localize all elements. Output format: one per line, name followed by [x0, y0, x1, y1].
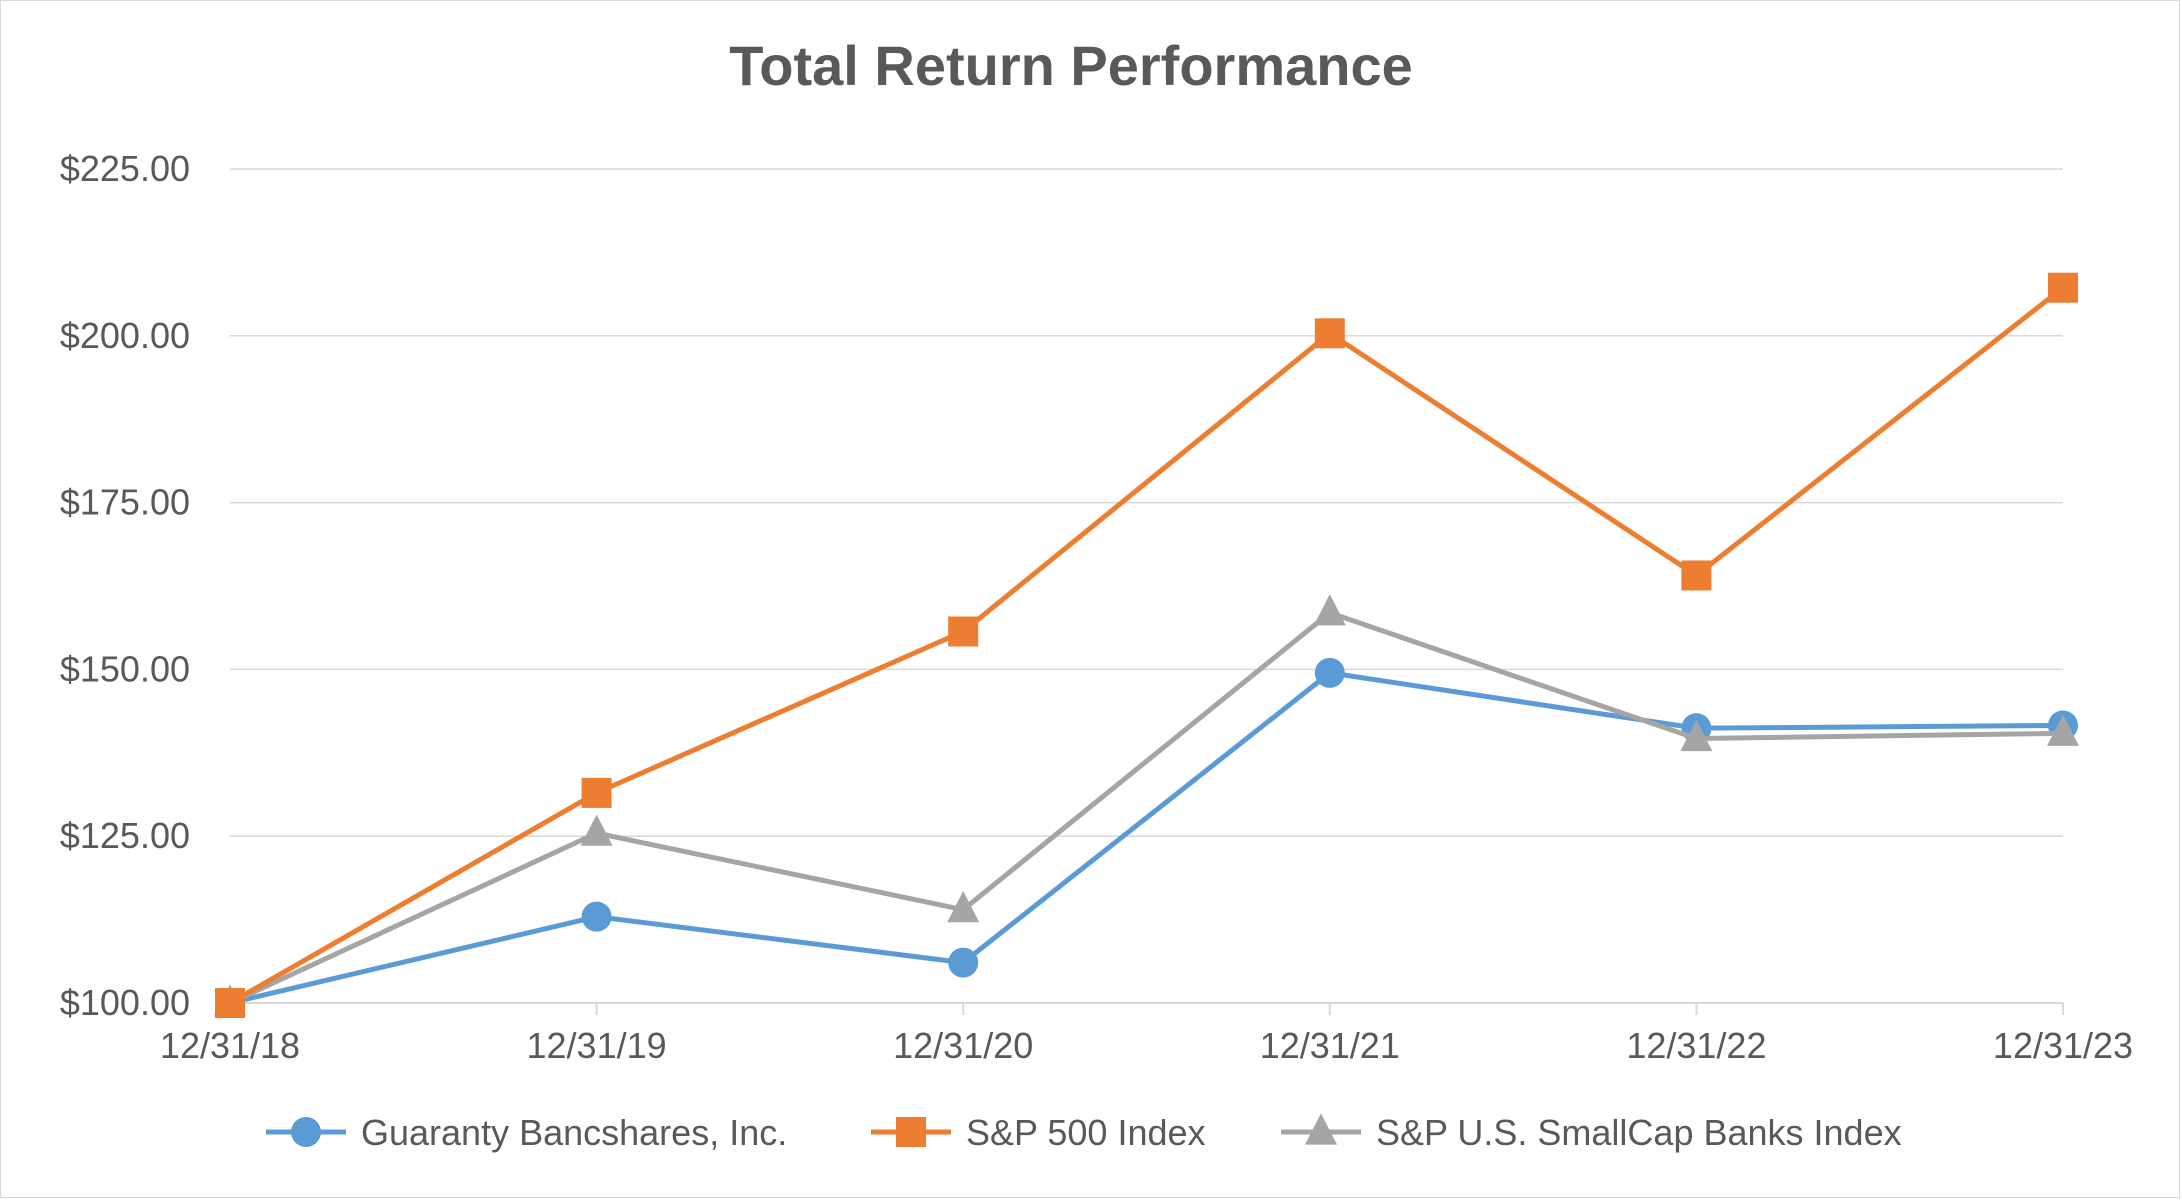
data-point-square: [215, 988, 245, 1018]
y-tick-label: $125.00: [60, 815, 190, 856]
data-point-square: [948, 616, 979, 647]
series-lines: [214, 272, 2079, 1018]
data-point-circle: [581, 901, 612, 932]
series-2: [214, 594, 2079, 1016]
x-axis: 12/31/18 12/31/19 12/31/20 12/31/21 12/31/22…: [160, 1002, 2133, 1066]
legend-label: S&P U.S. SmallCap Banks Index: [1376, 1112, 1902, 1153]
series-line: [227, 610, 2066, 1006]
legend-entry: S&P U.S. SmallCap Banks Index: [1281, 1112, 1902, 1153]
legend-marker-circle: [291, 1117, 321, 1147]
legend-entry: S&P 500 Index: [871, 1112, 1206, 1153]
data-point-circle: [948, 947, 979, 978]
data-point-square: [581, 777, 612, 808]
data-point-triangle: [1313, 594, 1346, 626]
data-point-triangle: [947, 891, 980, 923]
data-point-circle: [1314, 657, 1345, 688]
data-point-square: [1314, 318, 1345, 349]
data-point-triangle: [580, 814, 613, 846]
data-point-square: [1681, 560, 1712, 591]
series-1: [215, 272, 2078, 1018]
y-tick-label: $150.00: [60, 648, 190, 689]
y-tick-label: $225.00: [60, 148, 190, 189]
legend: Guaranty Bancshares, Inc. S&P 500 Index S&…: [266, 1112, 1902, 1153]
series-0: [215, 657, 2078, 1018]
y-axis-ticks: $100.00 $125.00 $150.00 $175.00 $200.00 $225.…: [60, 148, 190, 1023]
x-tick-label: 12/31/21: [1260, 1025, 1400, 1066]
gridlines: [230, 168, 2063, 837]
legend-marker-square: [896, 1117, 926, 1147]
x-tick-label: 12/31/20: [893, 1025, 1033, 1066]
data-point-triangle: [2047, 714, 2079, 746]
y-tick-label: $200.00: [60, 315, 190, 356]
x-tick-label: 12/31/19: [527, 1025, 667, 1066]
y-tick-label: $100.00: [60, 982, 190, 1023]
x-tick-label: 12/31/23: [1993, 1025, 2133, 1066]
series-line: [227, 285, 2066, 1006]
x-tick-label: 12/31/22: [1626, 1025, 1766, 1066]
data-point-triangle: [1680, 719, 1713, 752]
data-point-square: [2048, 272, 2078, 303]
chart-title: Total Return Performance: [729, 34, 1413, 97]
legend-marker-triangle: [1305, 1113, 1337, 1145]
x-tick-label: 12/31/18: [160, 1025, 300, 1066]
legend-entry: Guaranty Bancshares, Inc.: [266, 1112, 787, 1153]
series-line: [227, 670, 2066, 1006]
y-tick-label: $175.00: [60, 482, 190, 523]
legend-label: S&P 500 Index: [966, 1112, 1206, 1153]
legend-label: Guaranty Bancshares, Inc.: [361, 1112, 787, 1153]
